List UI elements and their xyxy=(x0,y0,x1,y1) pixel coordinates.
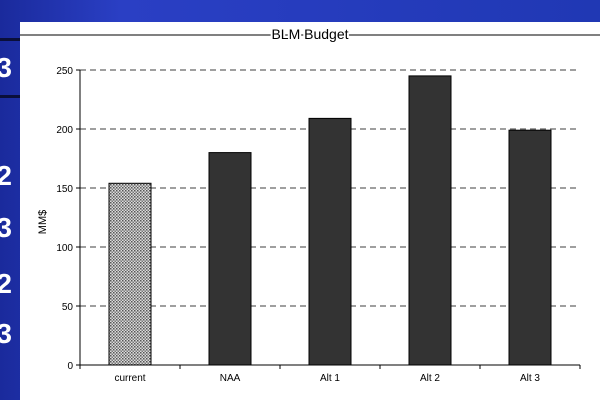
slide-edge-glyph: 3 xyxy=(0,318,12,349)
y-tick-label: 50 xyxy=(62,302,74,313)
slide-edge-glyph: 2 xyxy=(0,160,12,191)
y-tick-label: 100 xyxy=(56,243,73,254)
y-tick-label: 200 xyxy=(56,125,73,136)
bar-alt-1 xyxy=(308,117,352,366)
bar-alt-3 xyxy=(508,129,552,366)
chart-panel: BLM Budget MM$ 0 50 100 150 200 250 current NAA… xyxy=(20,22,600,400)
y-axis-label: MM$ xyxy=(37,210,49,234)
slide-edge-glyph: 3 xyxy=(0,212,12,243)
x-tick-label: Alt 1 xyxy=(320,373,340,384)
bar-naa xyxy=(208,152,252,366)
slide-edge-glyph: 3 xyxy=(0,52,12,83)
bars-layer xyxy=(108,75,552,366)
bar-current xyxy=(108,182,152,366)
slide-edge-line-bottom xyxy=(0,95,20,98)
y-tick-label: 250 xyxy=(56,66,73,77)
x-tick-label: Alt 2 xyxy=(420,373,440,384)
axis-layer: 0 50 100 150 200 250 current NAA Alt 1 Alt 2 Alt 3 xyxy=(56,66,581,384)
x-tick-label: NAA xyxy=(220,373,241,384)
slide-edge-line-top xyxy=(0,38,20,41)
x-tick-label: current xyxy=(114,373,145,384)
chart-title: BLM Budget xyxy=(271,26,348,42)
slide-edge-glyph: 2 xyxy=(0,268,12,299)
y-tick-label: 150 xyxy=(56,184,73,195)
bar-alt-2 xyxy=(408,75,452,366)
x-tick-label: Alt 3 xyxy=(520,373,540,384)
y-tick-label: 0 xyxy=(67,361,73,372)
bar-chart: BLM Budget MM$ 0 50 100 150 200 250 current NAA… xyxy=(20,24,600,384)
